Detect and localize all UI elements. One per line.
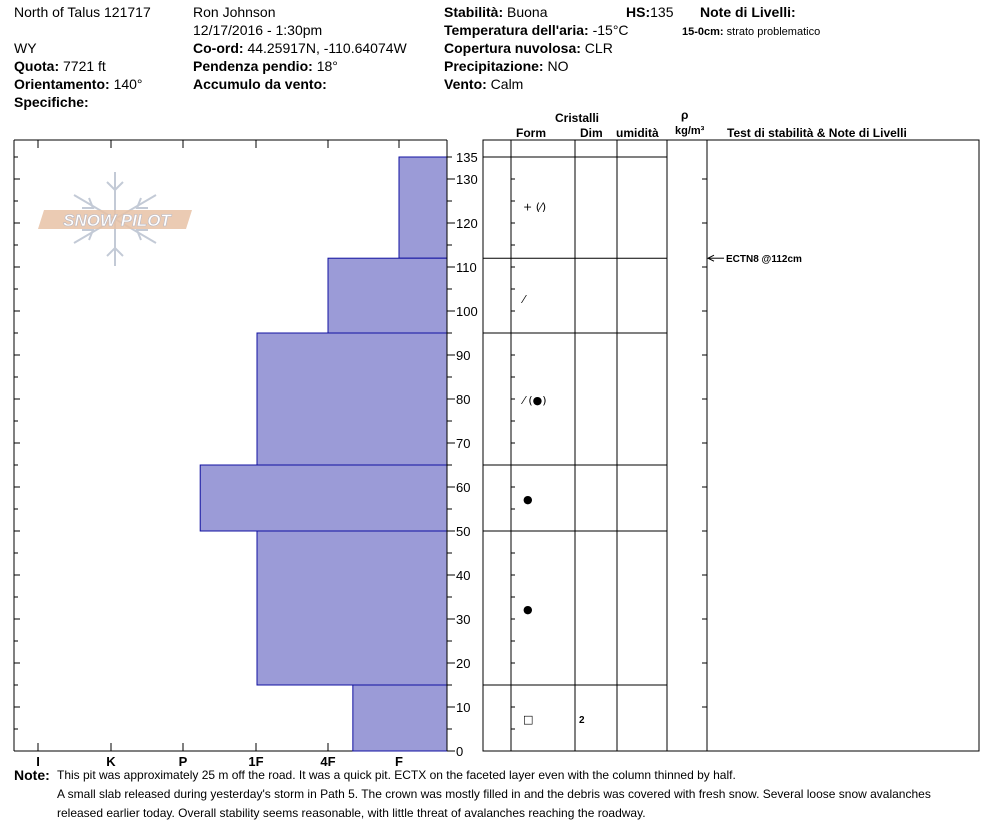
depth-label: 40 [456, 568, 470, 583]
notes-label: Note: [14, 767, 50, 783]
wind-loading-label: Accumulo da vento: [193, 76, 327, 92]
aspect-label: Orientamento: [14, 76, 110, 92]
air-temp-label: Temperatura dell'aria: [444, 22, 589, 38]
coord-value: 44.25917N, -110.64074W [247, 40, 407, 56]
dim-header: Dim [580, 126, 603, 140]
depth-label: 10 [456, 700, 470, 715]
crystal-dim: 2 [579, 715, 585, 726]
coordinates: Co-ord: 44.25917N, -110.64074W [193, 40, 407, 56]
logo-text: SNOW PILOT [63, 211, 172, 230]
slope-value: 18° [316, 58, 338, 74]
layer-note: 15-0cm: strato problematico [682, 24, 820, 40]
slope: Pendenza pendio: 18° [193, 58, 338, 74]
test-arrow-head [706, 254, 715, 262]
depth-label: 70 [456, 436, 470, 451]
layer-notes-title: Note di Livelli: [700, 4, 796, 20]
depth-label: 130 [456, 172, 478, 187]
crystal-form-symbol: + (⁄) [523, 200, 546, 213]
observer: Ron Johnson [193, 4, 276, 20]
crystal-form-symbol: ⁄ [520, 293, 527, 306]
depth-label: 0 [456, 744, 463, 759]
notes-line-3: released earlier today. Overall stabilit… [57, 806, 646, 820]
crystal-form-symbol: ● [523, 603, 533, 616]
elevation: Quota: 7721 ft [14, 58, 106, 74]
stability: Stabilità: Buona [444, 4, 548, 20]
depth-label: 120 [456, 216, 478, 231]
stability-test-label: ECTN8 @112cm [726, 254, 802, 265]
location: North of Talus 121717 [14, 4, 151, 20]
depth-label: 100 [456, 304, 478, 319]
datetime: 12/17/2016 - 1:30pm [193, 22, 323, 38]
hardness-bar [352, 684, 448, 752]
crystals-header: Cristalli [555, 111, 600, 125]
wind-label: Vento: [444, 76, 487, 92]
hardness-bar [327, 257, 448, 334]
stability-value: Buona [507, 4, 548, 20]
air-temp-value: -15°C [592, 22, 629, 38]
layer-note-text: strato problematico [726, 26, 821, 38]
depth-label: 60 [456, 480, 470, 495]
precip-value: NO [547, 58, 569, 74]
density-unit: kg/m³ [675, 125, 705, 137]
coord-label: Co-ord: [193, 40, 244, 56]
hs-label: HS: [626, 4, 651, 20]
hardness-bar [398, 156, 448, 259]
hardness-label: 4F [320, 754, 335, 769]
layer-note-range: 15-0cm: [682, 26, 724, 38]
air-temperature: Temperatura dell'aria: -15°C [444, 22, 629, 38]
notes-line-1: This pit was approximately 25 m off the … [57, 768, 736, 782]
sky-label: Copertura nuvolosa: [444, 40, 581, 56]
hardness-label: K [106, 754, 116, 769]
hardness-label: 1F [248, 754, 263, 769]
snow-pilot-logo: SNOW PILOT [38, 172, 192, 266]
logo-banner [38, 210, 192, 229]
depth-label: 110 [456, 260, 477, 275]
precip-label: Precipitazione: [444, 58, 544, 74]
crystal-form-symbol: □ [523, 713, 533, 726]
hardness-bar [256, 332, 448, 466]
depth-label: 20 [456, 656, 470, 671]
aspect: Orientamento: 140° [14, 76, 143, 92]
hs-value: 135 [650, 4, 674, 20]
density-symbol: ρ [681, 108, 689, 122]
wind-value: Calm [490, 76, 524, 92]
depth-label: 30 [456, 612, 470, 627]
sky-value: CLR [584, 40, 613, 56]
elevation-label: Quota: [14, 58, 60, 74]
depth-label: 80 [456, 392, 470, 407]
depth-label: 90 [456, 348, 470, 363]
precipitation: Precipitazione: NO [444, 58, 568, 74]
stability-label: Stabilità: [444, 4, 504, 20]
notes-line-2: A small slab released during yesterday's… [57, 787, 931, 801]
moisture-header: umidità [616, 126, 659, 140]
hardness-bar [256, 530, 448, 686]
elevation-value: 7721 ft [63, 58, 106, 74]
wind: Vento: Calm [444, 76, 523, 92]
crystal-form-symbol: ● [523, 493, 533, 506]
depth-label: 50 [456, 524, 470, 539]
specifics-label: Specifiche: [14, 94, 89, 110]
form-header: Form [516, 126, 546, 140]
slope-label: Pendenza pendio: [193, 58, 313, 74]
hardness-label: I [36, 754, 40, 769]
tests-notes-header: Test di stabilità & Note di Livelli [727, 126, 907, 140]
depth-label: 135 [456, 150, 478, 165]
sky-cover: Copertura nuvolosa: CLR [444, 40, 613, 56]
hardness-bar [199, 464, 448, 532]
hardness-label: P [179, 754, 188, 769]
crystal-form-symbol: ⁄ (●) [520, 394, 547, 407]
state: WY [14, 40, 37, 56]
aspect-value: 140° [113, 76, 143, 92]
profile-table-border [482, 139, 980, 752]
hardness-label: F [395, 754, 403, 769]
hs: HS:135 [626, 4, 673, 20]
